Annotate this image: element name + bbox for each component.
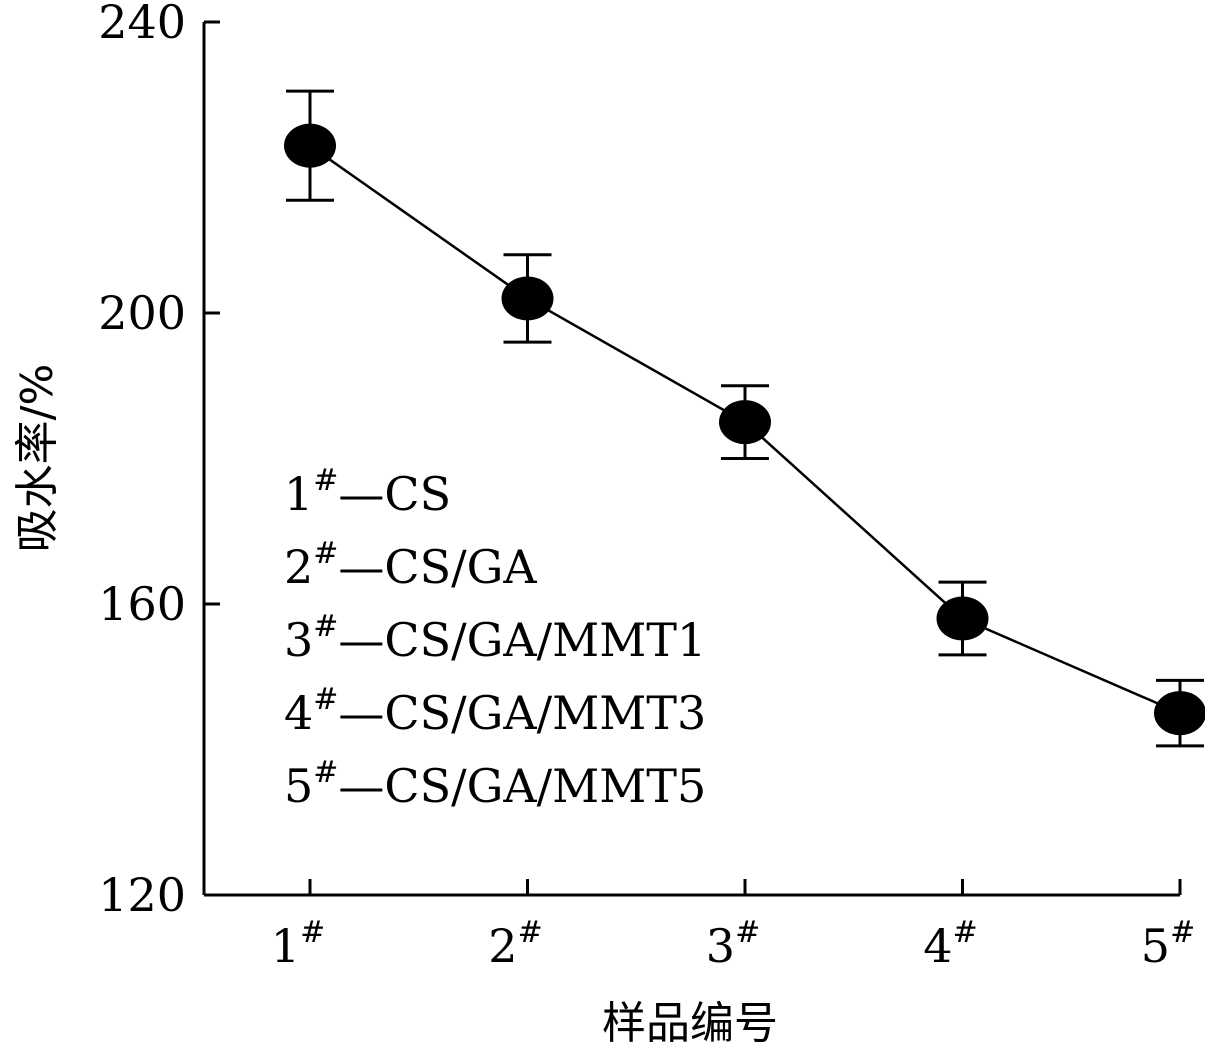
y-tick-label: 200 [98,286,186,340]
x-tick-label-number: 1 [271,919,300,973]
y-ticks: 120 160 200 240 [98,0,220,922]
legend-sup: # [313,536,338,571]
legend-entry: 2#—CS/GA [284,536,537,594]
x-tick-label-number: 5 [1141,919,1170,973]
legend-entry: 3#—CS/GA/MMT1 [284,609,706,667]
x-tick-label-number: 2 [488,919,517,973]
legend-number: 3 [284,613,313,667]
legend-sup: # [313,463,338,498]
x-tick-label: 1# [271,915,325,973]
legend: 1#—CS2#—CS/GA3#—CS/GA/MMT14#—CS/GA/MMT35… [284,463,706,813]
x-tick-label-sup: # [953,915,978,950]
x-tick-label: 4# [923,915,977,973]
data-point [719,400,771,445]
y-tick-label: 240 [98,0,186,49]
y-axis-title: 吸水率/% [12,364,63,553]
legend-entry: 1#—CS [284,463,451,521]
legend-sup: # [313,755,338,790]
x-tick-label-number: 3 [706,919,735,973]
legend-sup: # [313,682,338,717]
x-tick-label-sup: # [300,915,325,950]
legend-number: 4 [284,686,313,740]
legend-label: —CS/GA/MMT3 [338,686,706,740]
legend-label: —CS/GA/MMT1 [338,613,706,667]
axes [202,22,1180,897]
x-tick-label-sup: # [735,915,760,950]
x-axis-title: 样品编号 [602,998,778,1049]
x-tick-label-sup: # [1170,915,1195,950]
legend-label: —CS/GA/MMT5 [338,759,706,813]
legend-number: 2 [284,540,313,594]
x-ticks: 1# 2# 3# 4# 5# [271,879,1195,973]
legend-entry: 4#—CS/GA/MMT3 [284,682,706,740]
y-tick-label: 120 [98,868,186,922]
data-point [284,123,336,168]
x-tick-label: 2# [488,915,542,973]
legend-number: 5 [284,759,313,813]
x-tick-label: 5# [1141,915,1195,973]
legend-entry: 5#—CS/GA/MMT5 [284,755,706,813]
data-point [936,596,989,641]
legend-number: 1 [284,467,313,521]
series [284,89,1205,748]
y-tick-label: 160 [98,577,186,631]
x-tick-label-sup: # [518,915,543,950]
data-point [501,276,554,321]
data-point [1154,691,1205,736]
x-tick-label-number: 4 [923,919,952,973]
legend-label: —CS/GA [338,540,537,594]
legend-sup: # [313,609,338,644]
legend-label: —CS [338,467,451,521]
x-tick-label: 3# [706,915,760,973]
